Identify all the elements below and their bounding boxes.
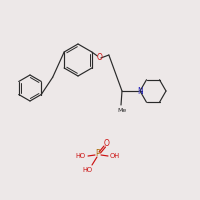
Text: O: O (96, 53, 102, 62)
Text: OH: OH (110, 153, 120, 159)
Text: O: O (104, 138, 110, 148)
Text: Me: Me (117, 108, 127, 112)
Text: N: N (137, 86, 143, 96)
Text: HO: HO (75, 153, 85, 159)
Text: HO: HO (82, 167, 92, 173)
Text: P: P (96, 150, 100, 158)
